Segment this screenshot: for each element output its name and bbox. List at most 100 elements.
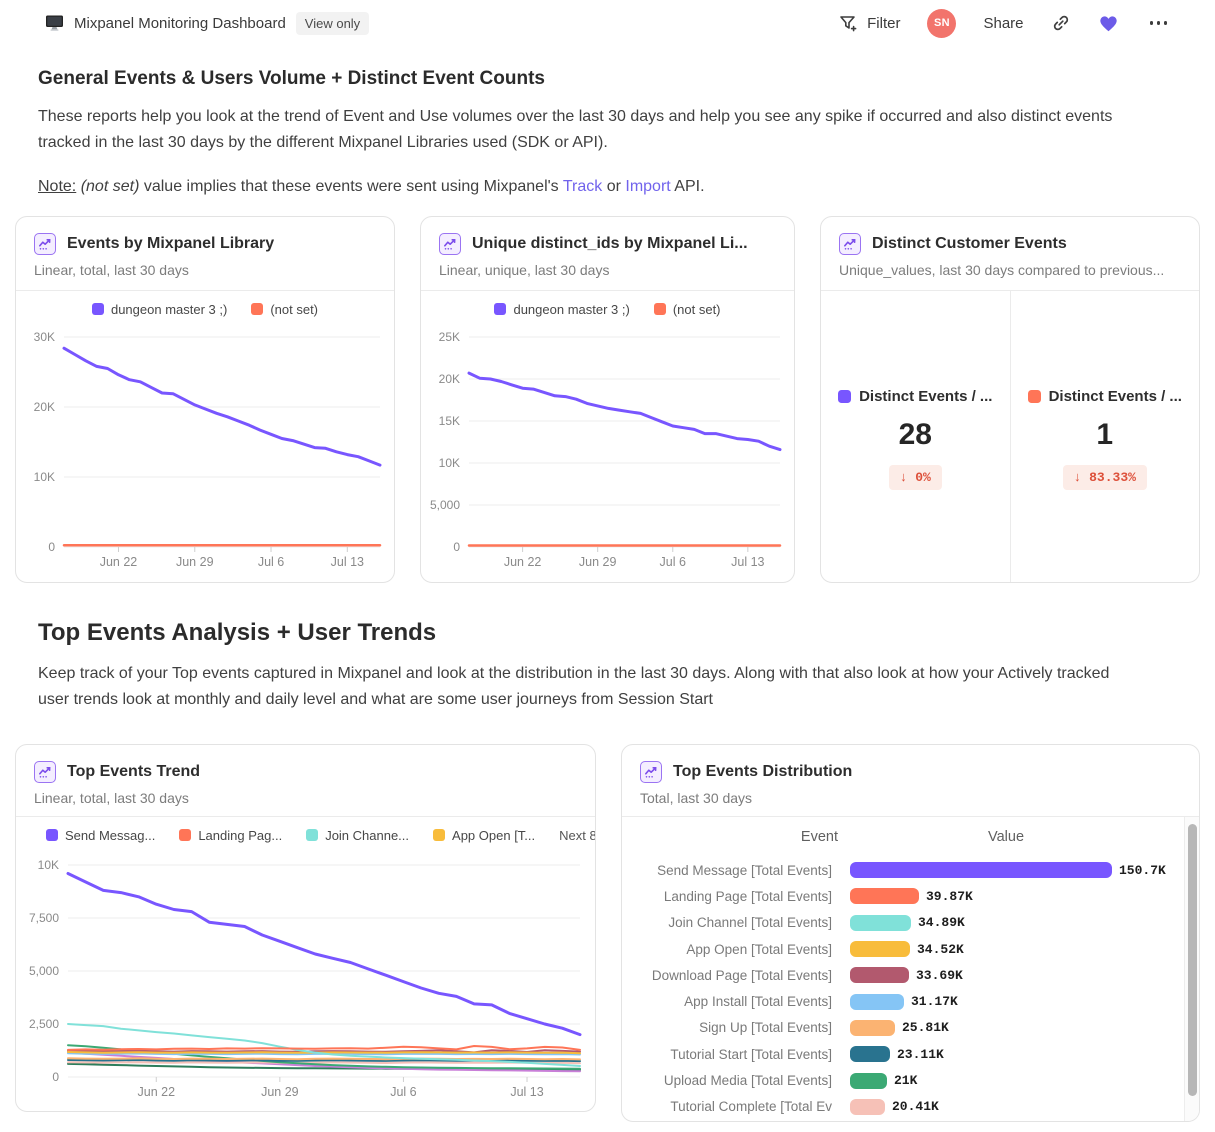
svg-text:Jul 6: Jul 6 <box>660 555 686 569</box>
value-label: 23.11K <box>897 1046 944 1062</box>
svg-text:Jun 22: Jun 22 <box>138 1085 176 1099</box>
svg-text:Jun 22: Jun 22 <box>100 555 138 569</box>
table-row[interactable]: Download Page [Total Events] 33.69K <box>622 962 1199 988</box>
import-link[interactable]: Import <box>625 178 671 195</box>
value-bar <box>850 1019 895 1036</box>
card-top-events-trend[interactable]: Top Events Trend Linear, total, last 30 … <box>15 744 596 1112</box>
card-top-events-distribution[interactable]: Top Events Distribution Total, last 30 d… <box>621 744 1200 1122</box>
unique-ids-line-chart[interactable]: 0 5,000 10K 15K 20K 25K Jun 22 Jun 29 Jul 6 Jul 1… <box>421 327 794 577</box>
metric-panels: Distinct Events / ... 28 ↓ 0% Distinct Even… <box>821 291 1199 582</box>
copy-link-button[interactable] <box>1051 13 1071 33</box>
table-row[interactable]: Send Message [Total Events] 150.7K <box>622 857 1199 883</box>
scrollbar-track[interactable] <box>1184 817 1199 1121</box>
metric-delta-badge: ↓ 83.33% <box>1062 465 1147 490</box>
svg-text:7,500: 7,500 <box>29 911 59 925</box>
card-subtitle: Linear, total, last 30 days <box>34 262 189 278</box>
legend-item[interactable]: dungeon master 3 ;) <box>494 301 630 317</box>
card-distinct-events[interactable]: Distinct Customer Events Unique_values, … <box>820 216 1200 583</box>
track-link[interactable]: Track <box>562 178 603 195</box>
cards-row-1: Events by Mixpanel Library Linear, total… <box>0 216 1215 583</box>
table-header: Event Value <box>622 817 1199 857</box>
line-chart-icon <box>839 233 861 255</box>
legend-label: dungeon master 3 ;) <box>513 301 630 317</box>
card-subtitle: Linear, total, last 30 days <box>34 790 189 806</box>
legend-item[interactable]: (not set) <box>653 301 721 317</box>
table-row[interactable]: Tutorial Start [Total Events] 23.11K <box>622 1041 1199 1067</box>
table-row[interactable]: Join Channel [Total Events] 34.89K <box>622 910 1199 936</box>
legend-item[interactable]: dungeon master 3 ;) <box>91 302 227 317</box>
legend-swatch <box>251 303 264 315</box>
event-label: Download Page [Total Events] <box>651 967 832 983</box>
line-chart-icon <box>439 233 461 255</box>
legend-label: Send Messag... <box>65 827 156 843</box>
line-chart-icon <box>34 233 56 255</box>
svg-text:0: 0 <box>48 540 55 554</box>
favorite-button[interactable] <box>1098 14 1119 33</box>
legend-item[interactable]: Join Channe... <box>306 828 409 843</box>
note-text: value implies that these events were sen… <box>143 178 559 195</box>
svg-text:5,000: 5,000 <box>29 964 59 978</box>
value-bar <box>850 1098 885 1115</box>
top-bar: Mixpanel Monitoring Dashboard View only … <box>0 0 1215 46</box>
value-bar <box>850 1072 887 1089</box>
metric-delta-badge: ↓ 0% <box>888 465 942 490</box>
card-title: Distinct Customer Events <box>872 235 1067 252</box>
table-row[interactable]: Landing Page [Total Events] 39.87K <box>622 883 1199 909</box>
note-end: API. <box>674 178 705 195</box>
note-label: Note: <box>38 178 77 195</box>
metric-value: 1 <box>1096 418 1114 451</box>
section1-heading: General Events & Users Volume + Distinct… <box>38 68 545 89</box>
metric-swatch <box>838 390 852 403</box>
legend-item[interactable]: App Open [T... <box>433 828 535 843</box>
value-label: 34.89K <box>918 915 965 931</box>
svg-text:0: 0 <box>52 1070 59 1084</box>
more-options-button[interactable] <box>1146 17 1172 29</box>
metric-label: Distinct Events / ... <box>1027 388 1182 405</box>
svg-text:2,500: 2,500 <box>29 1017 59 1031</box>
legend-item[interactable]: Send Messag... <box>46 828 155 843</box>
filter-button[interactable]: Filter <box>839 14 900 33</box>
card-unique-ids[interactable]: Unique distinct_ids by Mixpanel Li... Li… <box>420 216 795 583</box>
svg-text:Jun 29: Jun 29 <box>261 1085 299 1099</box>
table-row[interactable]: App Open [Total Events] 34.52K <box>622 936 1199 962</box>
cards-row-2: Top Events Trend Linear, total, last 30 … <box>0 744 1215 1122</box>
svg-text:25K: 25K <box>439 330 460 344</box>
table-row[interactable]: Sign Up [Total Events] 25.81K <box>622 1015 1199 1041</box>
top-events-trend-chart[interactable]: 0 2,500 5,000 7,500 10K Jun 22 Jun 29 Jul 6 Jul … <box>16 853 596 1109</box>
metric-panel: Distinct Events / ... 28 ↓ 0% <box>821 291 1010 582</box>
table-row[interactable]: Tutorial Complete [Total Ev 20.41K <box>622 1094 1199 1120</box>
legend-label: Landing Pag... <box>198 827 283 843</box>
note-or: or <box>606 178 621 195</box>
svg-text:15K: 15K <box>439 414 460 428</box>
event-label: Tutorial Complete [Total Ev <box>670 1099 832 1115</box>
svg-text:10K: 10K <box>38 858 59 872</box>
value-label: 34.52K <box>917 941 964 957</box>
value-bar <box>850 914 911 931</box>
line-chart-icon <box>640 761 662 783</box>
column-header-event: Event <box>800 829 838 845</box>
heart-icon <box>1099 15 1117 31</box>
legend-item[interactable]: Next 8 <box>559 828 595 843</box>
metric-label: Distinct Events / ... <box>838 388 992 405</box>
share-label: Share <box>983 14 1024 32</box>
value-label: 21K <box>894 1073 918 1089</box>
table-row[interactable]: App Install [Total Events] 31.17K <box>622 988 1199 1014</box>
svg-text:30K: 30K <box>34 330 55 344</box>
value-label: 33.69K <box>916 967 963 983</box>
legend-item[interactable]: (not set) <box>251 302 318 317</box>
scrollbar-thumb[interactable] <box>1187 824 1197 1096</box>
svg-text:5,000: 5,000 <box>430 498 460 512</box>
avatar[interactable]: SN <box>927 8 957 38</box>
value-bar <box>850 993 904 1010</box>
table-row[interactable]: Upload Media [Total Events] 21K <box>622 1067 1199 1093</box>
legend-item[interactable]: Landing Pag... <box>179 828 282 843</box>
card-events-by-library[interactable]: Events by Mixpanel Library Linear, total… <box>15 216 395 583</box>
events-line-chart[interactable]: 0 10K 20K 30K Jun 22 Jun 29 Jul 6 Jul 13 <box>16 327 394 577</box>
share-button[interactable]: Share <box>983 15 1023 32</box>
svg-text:Jun 29: Jun 29 <box>176 555 214 569</box>
card-title: Top Events Trend <box>67 763 201 780</box>
legend-label: (not set) <box>672 301 721 317</box>
value-bar <box>850 1046 890 1063</box>
legend-label: (not set) <box>270 301 319 317</box>
page-title: Mixpanel Monitoring Dashboard <box>74 14 286 32</box>
